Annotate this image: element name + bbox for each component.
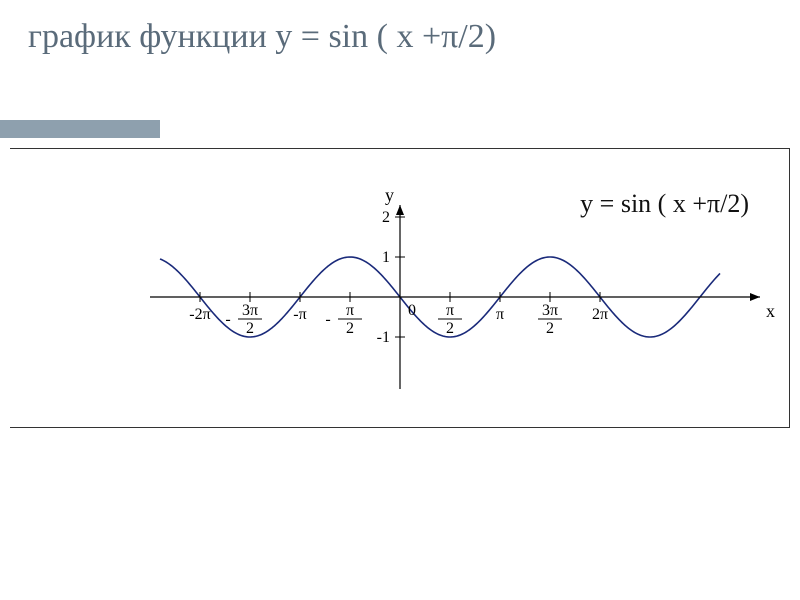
svg-text:y: y [385, 185, 394, 205]
svg-text:-1: -1 [377, 329, 390, 346]
svg-text:-: - [325, 311, 330, 328]
accent-bar [0, 120, 160, 138]
svg-text:3π: 3π [242, 302, 258, 319]
svg-text:2π: 2π [592, 306, 608, 323]
svg-text:2: 2 [546, 320, 554, 337]
svg-text:x: x [766, 301, 775, 321]
svg-text:3π: 3π [542, 302, 558, 319]
svg-text:2: 2 [346, 320, 354, 337]
svg-text:0: 0 [408, 302, 416, 319]
svg-text:-: - [225, 311, 230, 328]
chart-region: 0xy-2π3π2--ππ2-π2π3π22π21-1 y = sin ( x … [10, 148, 790, 428]
page-title: график функции y = sin ( x +π/2) [28, 18, 800, 56]
svg-text:-2π: -2π [189, 306, 210, 323]
svg-text:π: π [496, 306, 504, 323]
svg-text:-π: -π [293, 306, 306, 323]
equation-label: y = sin ( x +π/2) [580, 189, 749, 219]
svg-text:2: 2 [382, 209, 390, 226]
svg-text:π: π [346, 302, 354, 319]
svg-text:1: 1 [382, 249, 390, 266]
svg-text:2: 2 [446, 320, 454, 337]
svg-text:2: 2 [246, 320, 254, 337]
svg-text:π: π [446, 302, 454, 319]
